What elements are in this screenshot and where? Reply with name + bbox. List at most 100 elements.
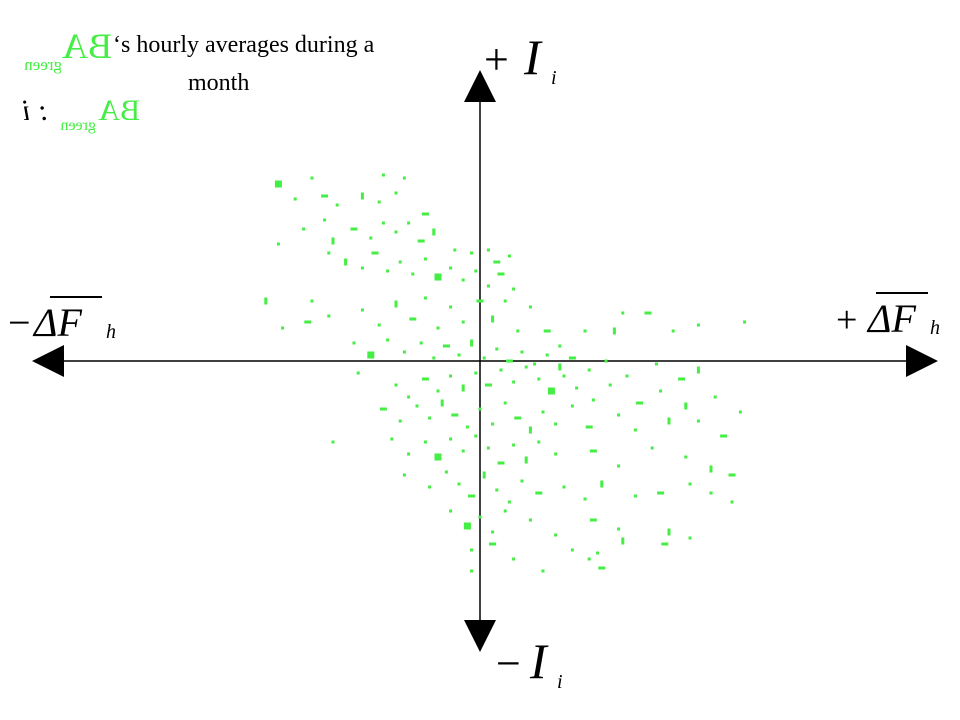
- x-axis-pos-label: + ΔF h: [836, 292, 940, 341]
- scatter-point: [598, 566, 606, 570]
- y-axis-neg-arrow: [464, 620, 496, 652]
- axes: [32, 70, 938, 652]
- scatter-point: [474, 269, 478, 273]
- scatter-point: [562, 485, 566, 489]
- scatter-point: [436, 326, 440, 330]
- scatter-point: [671, 329, 675, 333]
- title-series-subscript: green: [24, 55, 62, 74]
- scatter-point: [463, 522, 471, 530]
- x-pos-symbol: ΔF: [866, 296, 916, 341]
- scatter-point: [381, 173, 385, 177]
- scatter-point: [302, 227, 306, 231]
- scatter-point: [514, 416, 522, 420]
- scatter-point: [482, 356, 486, 360]
- scatter-point: [407, 452, 411, 456]
- scatter-point: [356, 371, 360, 375]
- x-pos-sign: +: [836, 299, 857, 341]
- scatter-point: [360, 266, 364, 270]
- scatter-point: [352, 341, 356, 345]
- scatter-point: [621, 311, 625, 315]
- y-pos-symbol: I: [523, 29, 543, 85]
- scatter-point: [554, 422, 558, 426]
- y-neg-subscript: i: [557, 671, 563, 693]
- scatter-point: [554, 452, 558, 456]
- scatter-point: [667, 528, 671, 536]
- scatter-point: [585, 425, 593, 429]
- scatter-point: [432, 356, 436, 360]
- scatter-point: [461, 278, 465, 282]
- scatter-point: [417, 239, 425, 243]
- scatter-point: [636, 401, 644, 405]
- scatter-point: [505, 359, 513, 363]
- scatter-point: [730, 500, 734, 504]
- scatter-point: [617, 527, 621, 531]
- x-pos-subscript: h: [930, 317, 940, 339]
- scatter-point: [360, 308, 364, 312]
- scatter-point: [398, 260, 402, 264]
- scatter-point: [461, 449, 465, 453]
- scatter-point: [512, 380, 516, 384]
- scatter-point: [621, 537, 625, 545]
- scatter-point: [449, 374, 453, 378]
- scatter-point: [650, 446, 654, 450]
- scatter-point: [465, 425, 469, 429]
- legend: BA green : i: [22, 94, 140, 134]
- scatter-point: [512, 443, 516, 447]
- scatter-point: [461, 320, 465, 324]
- scatter-point: [661, 542, 669, 546]
- scatter-point: [331, 440, 335, 444]
- scatter-point: [497, 272, 505, 276]
- scatter-point: [654, 362, 658, 366]
- scatter-point: [709, 465, 713, 473]
- y-axis-pos-label: + I i: [484, 29, 557, 89]
- scatter-point: [558, 363, 562, 371]
- scatter-point: [478, 515, 482, 519]
- scatter-point: [394, 300, 398, 308]
- scatter-point: [562, 374, 566, 378]
- scatter-point: [449, 305, 453, 309]
- scatter-point: [541, 410, 545, 414]
- title-series-symbol: BA: [62, 26, 112, 66]
- scatter-point: [476, 299, 484, 303]
- y-pos-sign: +: [484, 35, 509, 84]
- scatter-point: [461, 384, 465, 392]
- scatter-point: [451, 413, 459, 417]
- scatter-point: [470, 569, 474, 573]
- scatter-point: [570, 548, 574, 552]
- scatter-point: [482, 471, 486, 479]
- scatter-point: [612, 327, 616, 335]
- scatter-point: [327, 314, 331, 318]
- scatter-point: [524, 456, 528, 464]
- scatter-point: [604, 359, 608, 363]
- scatter-point: [486, 446, 490, 450]
- x-axis-neg-arrow: [32, 345, 64, 377]
- scatter-point: [323, 218, 327, 222]
- scatter-point: [491, 530, 495, 534]
- scatter-point: [633, 494, 637, 498]
- scatter-point: [293, 197, 297, 201]
- scatter-point: [432, 228, 436, 236]
- y-neg-sign: −: [496, 639, 521, 688]
- scatter-point: [423, 257, 427, 261]
- scatter-point: [709, 491, 713, 495]
- scatter-point: [402, 473, 406, 477]
- scatter-point: [421, 212, 429, 216]
- scatter-point: [335, 203, 339, 207]
- scatter-point: [484, 383, 492, 387]
- scatter-point: [570, 404, 574, 408]
- scatter-point: [474, 371, 478, 375]
- scatter-point: [436, 389, 440, 393]
- scatter-point: [457, 482, 461, 486]
- scatter-point: [507, 500, 511, 504]
- scatter-point: [394, 383, 398, 387]
- scatter-point: [381, 221, 385, 225]
- scatter-point: [528, 518, 532, 522]
- scatter-point: [596, 551, 600, 555]
- scatter-point: [617, 413, 621, 417]
- scatter-point: [497, 461, 505, 465]
- scatter-point: [407, 221, 411, 225]
- scatter-point: [495, 488, 499, 492]
- scatter-point: [659, 389, 663, 393]
- scatter-point: [331, 237, 335, 245]
- scatter-point: [304, 320, 312, 324]
